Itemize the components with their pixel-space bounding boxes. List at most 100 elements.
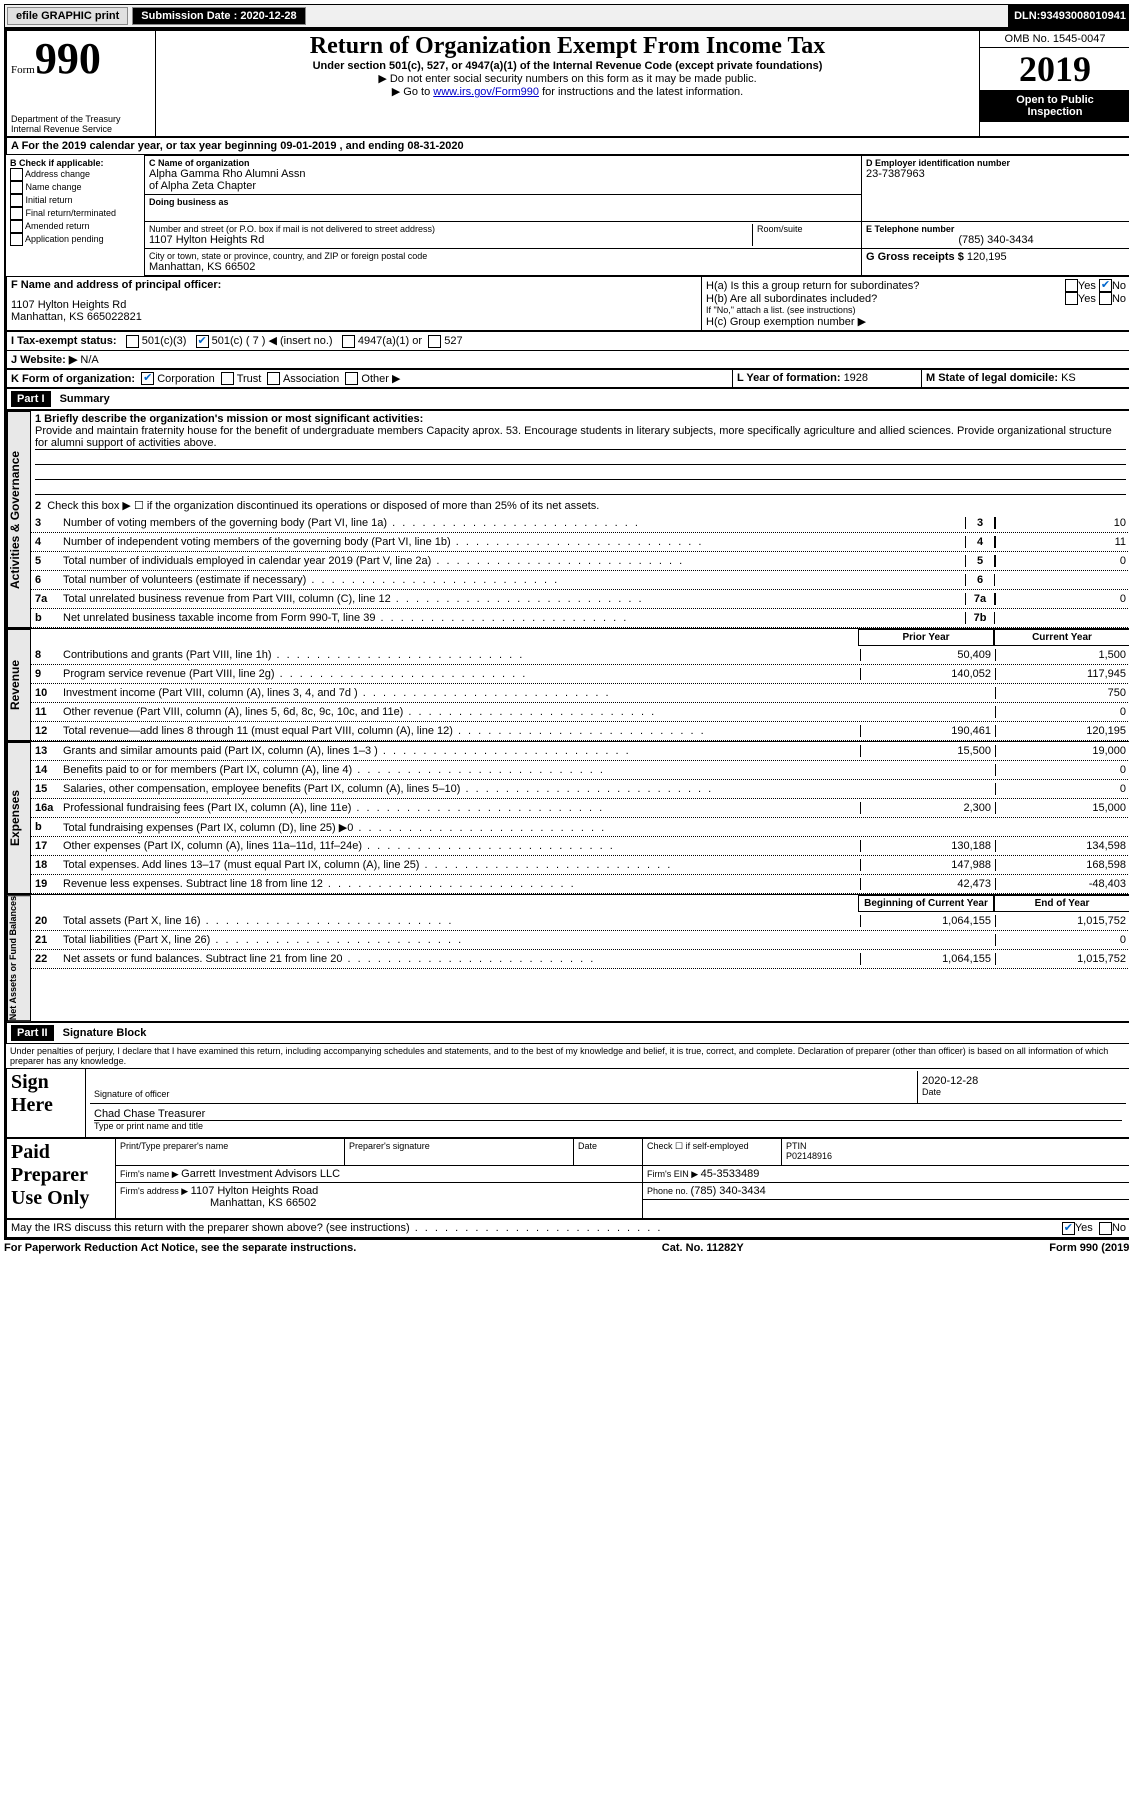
- current-year-value: 117,945: [995, 668, 1129, 680]
- line-row: 9 Program service revenue (Part VIII, li…: [31, 665, 1129, 684]
- check-corporation[interactable]: [141, 372, 154, 385]
- tax-period: A For the 2019 calendar year, or tax yea…: [6, 137, 1129, 155]
- line-num: 6: [31, 574, 63, 586]
- prior-year-value: 1,064,155: [860, 915, 995, 927]
- line-row: 12 Total revenue—add lines 8 through 11 …: [31, 722, 1129, 741]
- firm-phone-value: (785) 340-3434: [691, 1185, 766, 1197]
- domicile-label: M State of legal domicile:: [926, 372, 1061, 384]
- ha-yes-check[interactable]: [1065, 279, 1078, 292]
- line-desc: Salaries, other compensation, employee b…: [63, 783, 860, 795]
- current-year-value: 1,500: [995, 649, 1129, 661]
- line-desc: Total number of individuals employed in …: [63, 555, 965, 567]
- current-year-header: Current Year: [994, 629, 1129, 646]
- line-desc: Benefits paid to or for members (Part IX…: [63, 764, 860, 776]
- check-association[interactable]: [267, 372, 280, 385]
- prior-year-value: 140,052: [860, 668, 995, 680]
- sign-table: Sign Here Signature of officer 2020-12-2…: [6, 1068, 1129, 1138]
- officer-label: F Name and address of principal officer:: [11, 279, 697, 291]
- prior-year-value: 2,300: [860, 802, 995, 814]
- firm-name-value: Garrett Investment Advisors LLC: [181, 1168, 340, 1180]
- check-501c3[interactable]: [126, 335, 139, 348]
- check-amended-return[interactable]: Amended return: [10, 220, 140, 233]
- footer-left: For Paperwork Reduction Act Notice, see …: [4, 1242, 356, 1254]
- line-row: 18 Total expenses. Add lines 13–17 (must…: [31, 856, 1129, 875]
- check-name-change[interactable]: Name change: [10, 181, 140, 194]
- line-value: 0: [995, 593, 1129, 605]
- efile-button[interactable]: efile GRAPHIC print: [7, 7, 128, 25]
- footer: For Paperwork Reduction Act Notice, see …: [4, 1242, 1129, 1254]
- prior-year-value: 147,988: [860, 859, 995, 871]
- line-desc: Number of voting members of the governin…: [63, 517, 965, 529]
- discuss-no-check[interactable]: [1099, 1222, 1112, 1235]
- self-employed-check[interactable]: Check ☐ if self-employed: [647, 1141, 777, 1152]
- part1-header-row: Part I Summary: [6, 388, 1129, 410]
- check-527[interactable]: [428, 335, 441, 348]
- tax-year: 2019: [980, 48, 1129, 90]
- ssn-warning: ▶ Do not enter social security numbers o…: [160, 72, 975, 85]
- year-formation-label: L Year of formation:: [737, 372, 844, 384]
- officer-group-table: F Name and address of principal officer:…: [6, 276, 1129, 331]
- line-desc: Total assets (Part X, line 16): [63, 915, 860, 927]
- current-year-value: 134,598: [995, 840, 1129, 852]
- room-suite-label: Room/suite: [752, 224, 857, 246]
- sidebar-expenses: Expenses: [7, 742, 31, 894]
- line-row: 6 Total number of volunteers (estimate i…: [31, 571, 1129, 590]
- ha-no-check[interactable]: [1099, 279, 1112, 292]
- firm-addr2-value: Manhattan, KS 66502: [120, 1197, 316, 1209]
- header-table: Form990 Department of the Treasury Inter…: [6, 30, 1129, 137]
- check-trust[interactable]: [221, 372, 234, 385]
- part2-header-row: Part II Signature Block: [6, 1022, 1129, 1044]
- firm-ein-value: 45-3533489: [701, 1168, 760, 1180]
- irs-link[interactable]: www.irs.gov/Form990: [433, 86, 539, 98]
- line-desc: Total revenue—add lines 8 through 11 (mu…: [63, 725, 860, 737]
- firm-addr-label: Firm's address ▶: [120, 1186, 191, 1196]
- domicile-value: KS: [1061, 372, 1076, 384]
- sig-date-label: Date: [922, 1087, 1122, 1097]
- line-row: 20 Total assets (Part X, line 16) 1,064,…: [31, 912, 1129, 931]
- check-application-pending[interactable]: Application pending: [10, 233, 140, 246]
- dept-treasury: Department of the Treasury: [11, 114, 151, 124]
- current-year-value: 750: [995, 687, 1129, 699]
- check-initial-return[interactable]: Initial return: [10, 194, 140, 207]
- check-other[interactable]: [345, 372, 358, 385]
- line-desc: Number of independent voting members of …: [63, 536, 965, 548]
- line-num: 4: [31, 536, 63, 548]
- line-num: 17: [31, 840, 63, 852]
- line-value: 11: [995, 536, 1129, 548]
- org-name-2: of Alpha Zeta Chapter: [149, 180, 857, 192]
- hb-yes-check[interactable]: [1065, 292, 1078, 305]
- line-desc: Investment income (Part VIII, column (A)…: [63, 687, 860, 699]
- firm-phone-label: Phone no.: [647, 1186, 691, 1196]
- line-row: b Total fundraising expenses (Part IX, c…: [31, 818, 1129, 837]
- line-desc: Net assets or fund balances. Subtract li…: [63, 953, 860, 965]
- line-num: 8: [31, 649, 63, 661]
- sidebar-revenue: Revenue: [7, 629, 31, 741]
- line-desc: Total expenses. Add lines 13–17 (must eq…: [63, 859, 860, 871]
- sign-here-label: Sign Here: [7, 1069, 86, 1138]
- firm-name-label: Firm's name ▶: [120, 1169, 181, 1179]
- q2-text: 2 Check this box ▶ ☐ if the organization…: [31, 497, 1129, 514]
- prior-year-value: 50,409: [860, 649, 995, 661]
- line-row: b Net unrelated business taxable income …: [31, 609, 1129, 628]
- line-num: 3: [31, 517, 63, 529]
- dln-label: DLN:: [1014, 10, 1040, 22]
- city-value: Manhattan, KS 66502: [149, 261, 857, 273]
- line-num: 20: [31, 915, 63, 927]
- form-label: Form990: [11, 33, 151, 84]
- submission-date-button[interactable]: Submission Date : 2020-12-28: [132, 7, 305, 25]
- check-final-return[interactable]: Final return/terminated: [10, 207, 140, 220]
- hb-no-check[interactable]: [1099, 292, 1112, 305]
- check-501c[interactable]: [196, 335, 209, 348]
- check-4947[interactable]: [342, 335, 355, 348]
- form-title: Return of Organization Exempt From Incom…: [160, 33, 975, 60]
- street-value: 1107 Hylton Heights Rd: [149, 234, 752, 246]
- line-num: 14: [31, 764, 63, 776]
- discuss-row: May the IRS discuss this return with the…: [6, 1219, 1129, 1238]
- discuss-yes-check[interactable]: [1062, 1222, 1075, 1235]
- preparer-name-label: Print/Type preparer's name: [120, 1141, 340, 1151]
- line-desc: Other expenses (Part IX, column (A), lin…: [63, 840, 860, 852]
- check-address-change[interactable]: Address change: [10, 168, 140, 181]
- line-num: 9: [31, 668, 63, 680]
- sidebar-activities: Activities & Governance: [7, 411, 31, 628]
- line-num: 5: [31, 555, 63, 567]
